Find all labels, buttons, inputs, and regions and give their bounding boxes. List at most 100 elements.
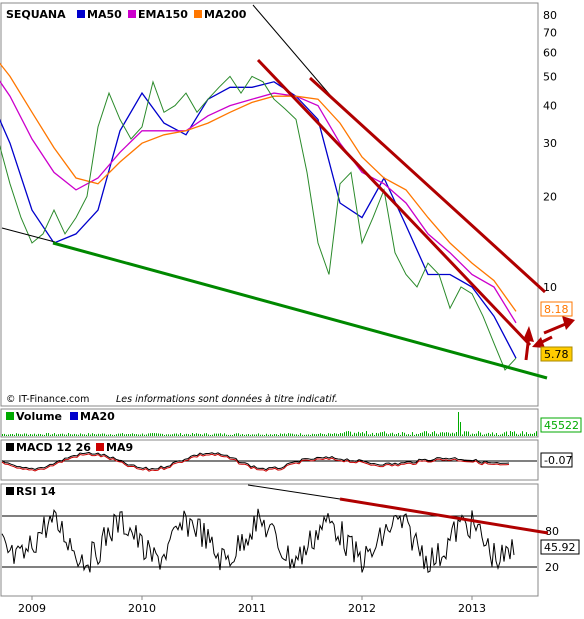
volume-bar [98,433,99,436]
volume-bar [54,433,55,436]
volume-bar [140,434,141,436]
volume-bar [448,432,449,436]
volume-bar [178,434,179,436]
volume-bar [174,433,175,436]
volume-bar [58,434,59,436]
volume-bar [324,434,325,436]
rsi-value-box [540,539,580,555]
volume-bar [64,434,65,436]
volume-bar [418,434,419,436]
volume-bar [168,434,169,436]
legend-label-ma9: MA9 [106,441,133,454]
ma200-value-box [540,301,573,317]
volume-bar [186,433,187,436]
volume-bar [68,433,69,436]
rsi-tick-20: 20 [545,561,559,574]
volume-bar [234,433,235,436]
volume-bar [120,433,121,436]
volume-bar [488,432,489,436]
volume-bar [190,434,191,436]
volume-bar [332,434,333,436]
volume-bar [250,434,251,436]
volume-bar [344,432,345,436]
volume-bar [374,434,375,436]
red-arrow-right [543,321,569,335]
volume-bar [50,434,51,436]
volume-bar [252,434,253,436]
volume-bar [216,433,217,436]
volume-bar [326,434,327,436]
volume-bar [44,434,45,436]
volume-bar [466,431,467,436]
volume-bar [152,433,153,436]
volume-bar [342,433,343,436]
red-resistance-line-2 [308,76,547,294]
rsi-line-group [1,508,515,573]
legend-swatch-ma20 [70,412,78,420]
volume-bar [32,434,33,436]
volume-bar [360,433,361,436]
volume-bar [162,433,163,436]
rsi-tick-80: 80 [545,525,559,538]
volume-bar [212,434,213,436]
volume-bar [392,432,393,436]
volume-bar [436,433,437,436]
price-y-tick-70: 70 [543,26,557,39]
volume-bar [268,434,269,436]
volume-bar [146,434,147,436]
volume-bar [320,433,321,436]
volume-bar [84,434,85,436]
x-tick-2011: 2011 [238,602,266,615]
volume-bar [314,434,315,436]
disclaimer-text: Les informations sont données à titre in… [116,394,338,405]
volume-bar [288,433,289,436]
volume-bar [60,433,61,436]
volume-bar [316,434,317,436]
volume-bar [318,433,319,436]
volume-bar [82,434,83,436]
series-line-ma50 [0,81,517,359]
volume-bar [114,434,115,436]
volume-bar [496,433,497,436]
volume-bar [514,431,515,436]
volume-bar [380,432,381,436]
volume-bar [440,432,441,436]
volume-bar [188,434,189,436]
volume-bar [130,434,131,436]
volume-bar [428,433,429,436]
volume-bar [464,431,465,436]
volume-bar [406,434,407,436]
volume-bar [512,431,513,436]
volume-bar [102,433,103,436]
volume-bar [450,433,451,436]
volume-bar [28,434,29,436]
volume-bar [116,434,117,436]
volume-bar [338,434,339,436]
volume-bar [534,432,535,436]
x-axis: 2009 2010 2011 2012 2013 [18,596,486,615]
legend-swatch-rsi [6,487,14,495]
volume-bar [522,431,523,436]
volume-bar [76,434,77,436]
volume-bar [156,433,157,436]
volume-bar [444,432,445,436]
volume-bar [42,434,43,436]
volume-bar [484,434,485,436]
volume-bar [308,434,309,436]
volume-bar [22,434,23,436]
volume-bar [52,434,53,436]
volume-bar [164,434,165,436]
volume-bar [260,434,261,436]
black-support-line [1,227,56,243]
legend-swatch-volume [6,412,14,420]
volume-bar [478,431,479,436]
price-y-tick-30: 30 [543,137,557,150]
rsi-red-trendline [339,497,549,535]
volume-bar [138,434,139,436]
volume-bar [106,434,107,436]
volume-bar [298,434,299,436]
volume-bar [304,434,305,436]
volume-bar [222,434,223,436]
volume-bar [122,433,123,436]
legend-swatch-ma9 [96,443,104,451]
